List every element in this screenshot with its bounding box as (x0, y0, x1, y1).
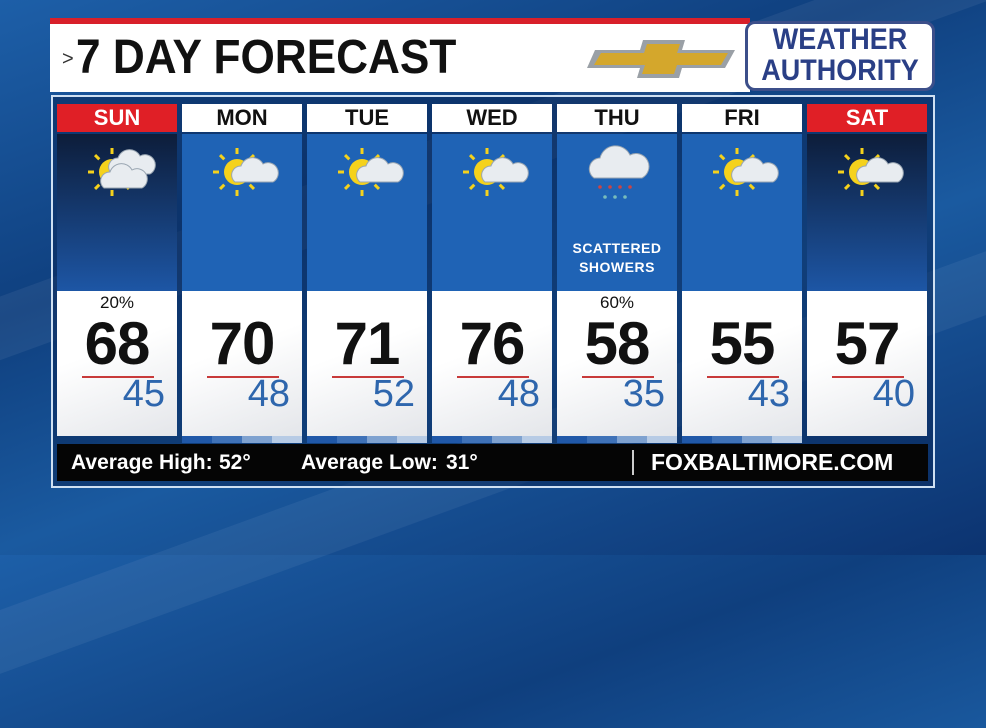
day-column-fri: FRI 55 43 (682, 104, 802, 443)
partly-sunny-icon (838, 148, 904, 196)
partly-sunny-icon (213, 148, 279, 196)
low-temp: 48 (497, 373, 540, 415)
chevron-right-icon: > (62, 48, 74, 70)
day-column-mon: MON 70 48 (182, 104, 302, 443)
column-footer (307, 436, 427, 443)
brand-line-1: WEATHER (772, 23, 908, 56)
high-temp: 55 (709, 310, 776, 377)
condition-panel: SCATTERED SHOWERS (557, 134, 677, 291)
high-temp: 76 (459, 310, 526, 377)
temp-divider (82, 376, 154, 378)
day-label: TUE (307, 104, 427, 132)
average-low-label: Average Low: (301, 451, 438, 474)
temperature-panel: 76 48 (432, 291, 552, 436)
temp-divider (707, 376, 779, 378)
partly-sunny-icon (338, 148, 404, 196)
divider (632, 450, 634, 475)
low-temp: 45 (122, 373, 165, 415)
condition-text: SCATTERED SHOWERS (572, 240, 662, 275)
partly-sunny-icon (713, 148, 779, 196)
high-temp: 58 (584, 310, 651, 377)
temperature-panel: 70 48 (182, 291, 302, 436)
condition-panel (307, 134, 427, 291)
temperature-panel: 55 43 (682, 291, 802, 436)
average-high-value: 52° (219, 451, 251, 474)
temperature-panel: 20% 68 45 (57, 291, 177, 436)
temp-divider (457, 376, 529, 378)
temperature-panel: 71 52 (307, 291, 427, 436)
precip-chance: 20% (99, 293, 135, 312)
condition-panel (682, 134, 802, 291)
day-label: MON (182, 104, 302, 132)
column-footer (682, 436, 802, 443)
low-temp: 40 (872, 373, 915, 415)
info-bar: Average High: 52° Average Low: 31° FOXBA… (57, 444, 928, 481)
rain-cloud-icon (588, 145, 650, 199)
day-column-tue: TUE 71 52 (307, 104, 427, 443)
day-column-sat: SAT 57 40 (807, 104, 927, 436)
day-column-thu: THU SCATTERED SHOWERS 60% 58 35 (557, 104, 677, 443)
column-footer (557, 436, 677, 443)
temp-divider (832, 376, 904, 378)
temp-divider (332, 376, 404, 378)
partly-cloudy-icon (88, 148, 156, 196)
column-footer (432, 436, 552, 443)
day-column-sun: SUN 20% 68 45 (57, 104, 177, 436)
average-high-label: Average High: (71, 451, 213, 474)
day-column-wed: WED 76 48 (432, 104, 552, 443)
low-temp: 35 (622, 373, 665, 415)
column-footer (182, 436, 302, 443)
low-temp: 43 (747, 373, 790, 415)
condition-panel (57, 134, 177, 291)
temp-divider (582, 376, 654, 378)
day-label: SAT (807, 104, 927, 132)
low-temp: 52 (372, 373, 415, 415)
temperature-panel: 57 40 (807, 291, 927, 436)
day-label: THU (557, 104, 677, 132)
low-temp: 48 (247, 373, 290, 415)
brand-line-2: AUTHORITY (761, 54, 919, 87)
day-label: WED (432, 104, 552, 132)
average-low-value: 31° (446, 451, 478, 474)
condition-panel (807, 134, 927, 291)
day-label: SUN (57, 104, 177, 132)
high-temp: 70 (209, 310, 276, 377)
condition-panel (182, 134, 302, 291)
high-temp: 57 (834, 310, 901, 377)
precip-chance: 60% (599, 293, 635, 312)
website-label: FOXBALTIMORE.COM (651, 449, 894, 475)
high-temp: 71 (334, 310, 401, 377)
sponsor-logo (587, 40, 735, 78)
high-temp: 68 (84, 310, 151, 377)
partly-sunny-icon (463, 148, 529, 196)
day-label: FRI (682, 104, 802, 132)
title-accent-bar (50, 18, 750, 25)
weather-authority-logo: WEATHER AUTHORITY (745, 21, 935, 91)
page-title: 7 DAY FORECAST (76, 31, 457, 84)
temperature-panel: 60% 58 35 (557, 291, 677, 436)
temp-divider (207, 376, 279, 378)
condition-panel (432, 134, 552, 291)
